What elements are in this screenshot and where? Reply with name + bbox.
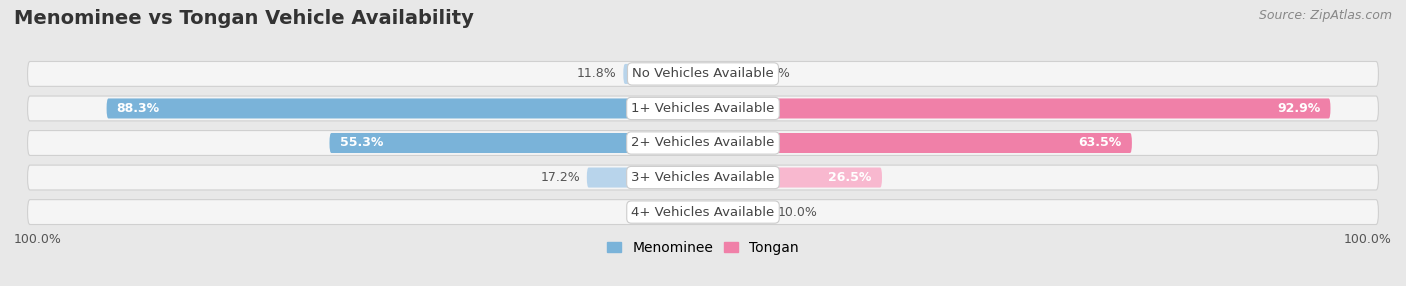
Text: Source: ZipAtlas.com: Source: ZipAtlas.com [1258,9,1392,21]
Text: 100.0%: 100.0% [14,233,62,247]
FancyBboxPatch shape [669,202,703,222]
FancyBboxPatch shape [623,64,703,84]
FancyBboxPatch shape [703,98,1330,118]
Text: 88.3%: 88.3% [117,102,160,115]
FancyBboxPatch shape [703,133,1132,153]
FancyBboxPatch shape [329,133,703,153]
FancyBboxPatch shape [28,96,1378,121]
Text: 7.2%: 7.2% [758,67,790,80]
Text: 17.2%: 17.2% [540,171,581,184]
FancyBboxPatch shape [703,64,752,84]
Text: 10.0%: 10.0% [778,206,817,219]
Text: 4+ Vehicles Available: 4+ Vehicles Available [631,206,775,219]
FancyBboxPatch shape [28,165,1378,190]
Text: 1+ Vehicles Available: 1+ Vehicles Available [631,102,775,115]
Text: 92.9%: 92.9% [1277,102,1320,115]
Text: No Vehicles Available: No Vehicles Available [633,67,773,80]
FancyBboxPatch shape [703,202,770,222]
Text: 26.5%: 26.5% [828,171,872,184]
FancyBboxPatch shape [703,168,882,188]
FancyBboxPatch shape [28,200,1378,225]
Text: 3+ Vehicles Available: 3+ Vehicles Available [631,171,775,184]
Text: 11.8%: 11.8% [576,67,617,80]
Text: Menominee vs Tongan Vehicle Availability: Menominee vs Tongan Vehicle Availability [14,9,474,27]
Text: 5.0%: 5.0% [630,206,662,219]
Text: 63.5%: 63.5% [1078,136,1122,150]
FancyBboxPatch shape [107,98,703,118]
Text: 100.0%: 100.0% [1344,233,1392,247]
Legend: Menominee, Tongan: Menominee, Tongan [602,235,804,261]
FancyBboxPatch shape [586,168,703,188]
FancyBboxPatch shape [28,61,1378,86]
FancyBboxPatch shape [28,131,1378,155]
Text: 2+ Vehicles Available: 2+ Vehicles Available [631,136,775,150]
Text: 55.3%: 55.3% [340,136,382,150]
